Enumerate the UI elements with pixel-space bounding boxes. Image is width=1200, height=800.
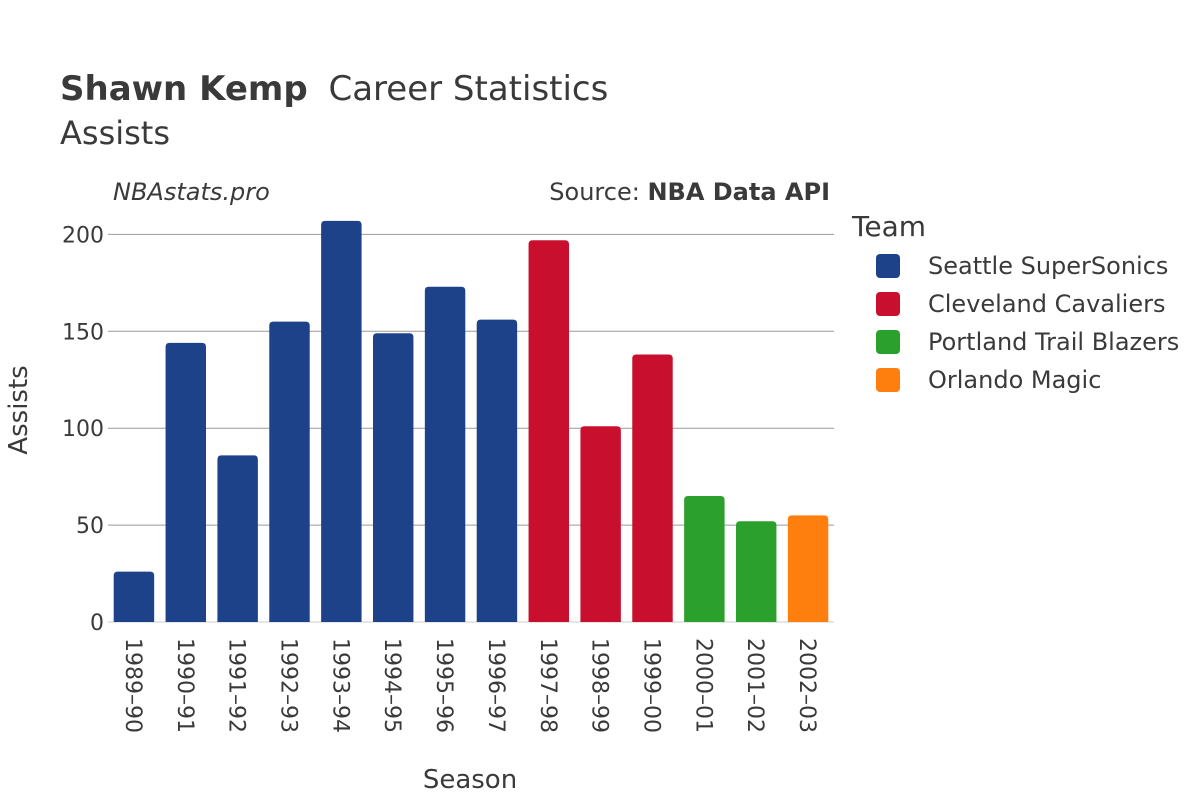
legend: Team Seattle SuperSonics Cleveland Cavali… [851, 210, 1179, 394]
bar [580, 426, 621, 622]
x-tick-label: 1992–93 [276, 638, 301, 733]
x-tick-label: 1989–90 [120, 638, 145, 733]
legend-swatch [876, 368, 900, 392]
x-tick-label: 1990–91 [172, 638, 197, 733]
x-tick-label: 2002–03 [794, 638, 819, 733]
bar [684, 496, 725, 622]
bar [528, 240, 570, 622]
bar [113, 571, 155, 622]
y-tick-label: 50 [76, 514, 104, 539]
bar [321, 220, 362, 623]
legend-label: Cleveland Cavaliers [928, 290, 1165, 318]
legend-label: Portland Trail Blazers [928, 328, 1179, 356]
chart-title-rest: Career Statistics [328, 69, 608, 109]
x-tick-label: 1994–95 [379, 638, 404, 733]
x-tick-label: 1997–98 [535, 638, 560, 733]
source-label: Source: NBA Data API [549, 178, 830, 206]
bar [269, 321, 310, 622]
legend-swatch [876, 330, 900, 354]
x-tick-label: 1996–97 [483, 638, 508, 733]
chart-subtitle: Assists [60, 114, 170, 152]
y-tick-labels: 0 50 100 150 200 [62, 223, 104, 636]
bar [787, 515, 829, 622]
legend-swatch [876, 254, 900, 278]
legend-label: Seattle SuperSonics [928, 252, 1168, 280]
y-tick-label: 150 [62, 320, 104, 345]
watermark: NBAstats.pro [113, 178, 270, 206]
source-prefix: Source: [549, 178, 647, 206]
chart-title-bold: Shawn Kemp [60, 69, 308, 109]
bars [113, 220, 829, 623]
x-tick-label: 1991–92 [224, 638, 249, 733]
chart-title: Shawn Kemp Career Statistics [60, 69, 608, 109]
grid-lines [108, 233, 834, 623]
source-name: NBA Data API [647, 178, 830, 206]
bar [476, 319, 518, 622]
y-axis-title: Assists [4, 365, 34, 454]
legend-label: Orlando Magic [928, 366, 1101, 394]
y-tick-label: 200 [62, 223, 104, 248]
x-tick-label: 1998–99 [587, 638, 612, 733]
x-tick-label: 2001–02 [742, 638, 767, 733]
legend-title: Team [851, 210, 926, 243]
x-tick-label: 1995–96 [431, 638, 456, 733]
x-tick-label: 2000–01 [690, 638, 715, 733]
bar [424, 286, 466, 622]
x-axis-title: Season [423, 765, 517, 795]
x-tick-label: 1999–00 [639, 638, 664, 733]
bar [165, 342, 207, 622]
legend-items: Seattle SuperSonics Cleveland Cavaliers Po… [876, 252, 1179, 394]
bar [372, 333, 414, 622]
x-tick-label: 1993–94 [327, 638, 352, 733]
bar [217, 455, 258, 622]
y-tick-label: 100 [62, 417, 104, 442]
legend-swatch [876, 292, 900, 316]
x-tick-labels: 1989–90 1990–91 1991–92 1992–93 1993–94 1994–… [120, 638, 819, 733]
bar [735, 521, 777, 622]
y-tick-label: 0 [90, 611, 104, 636]
bar [632, 354, 673, 622]
